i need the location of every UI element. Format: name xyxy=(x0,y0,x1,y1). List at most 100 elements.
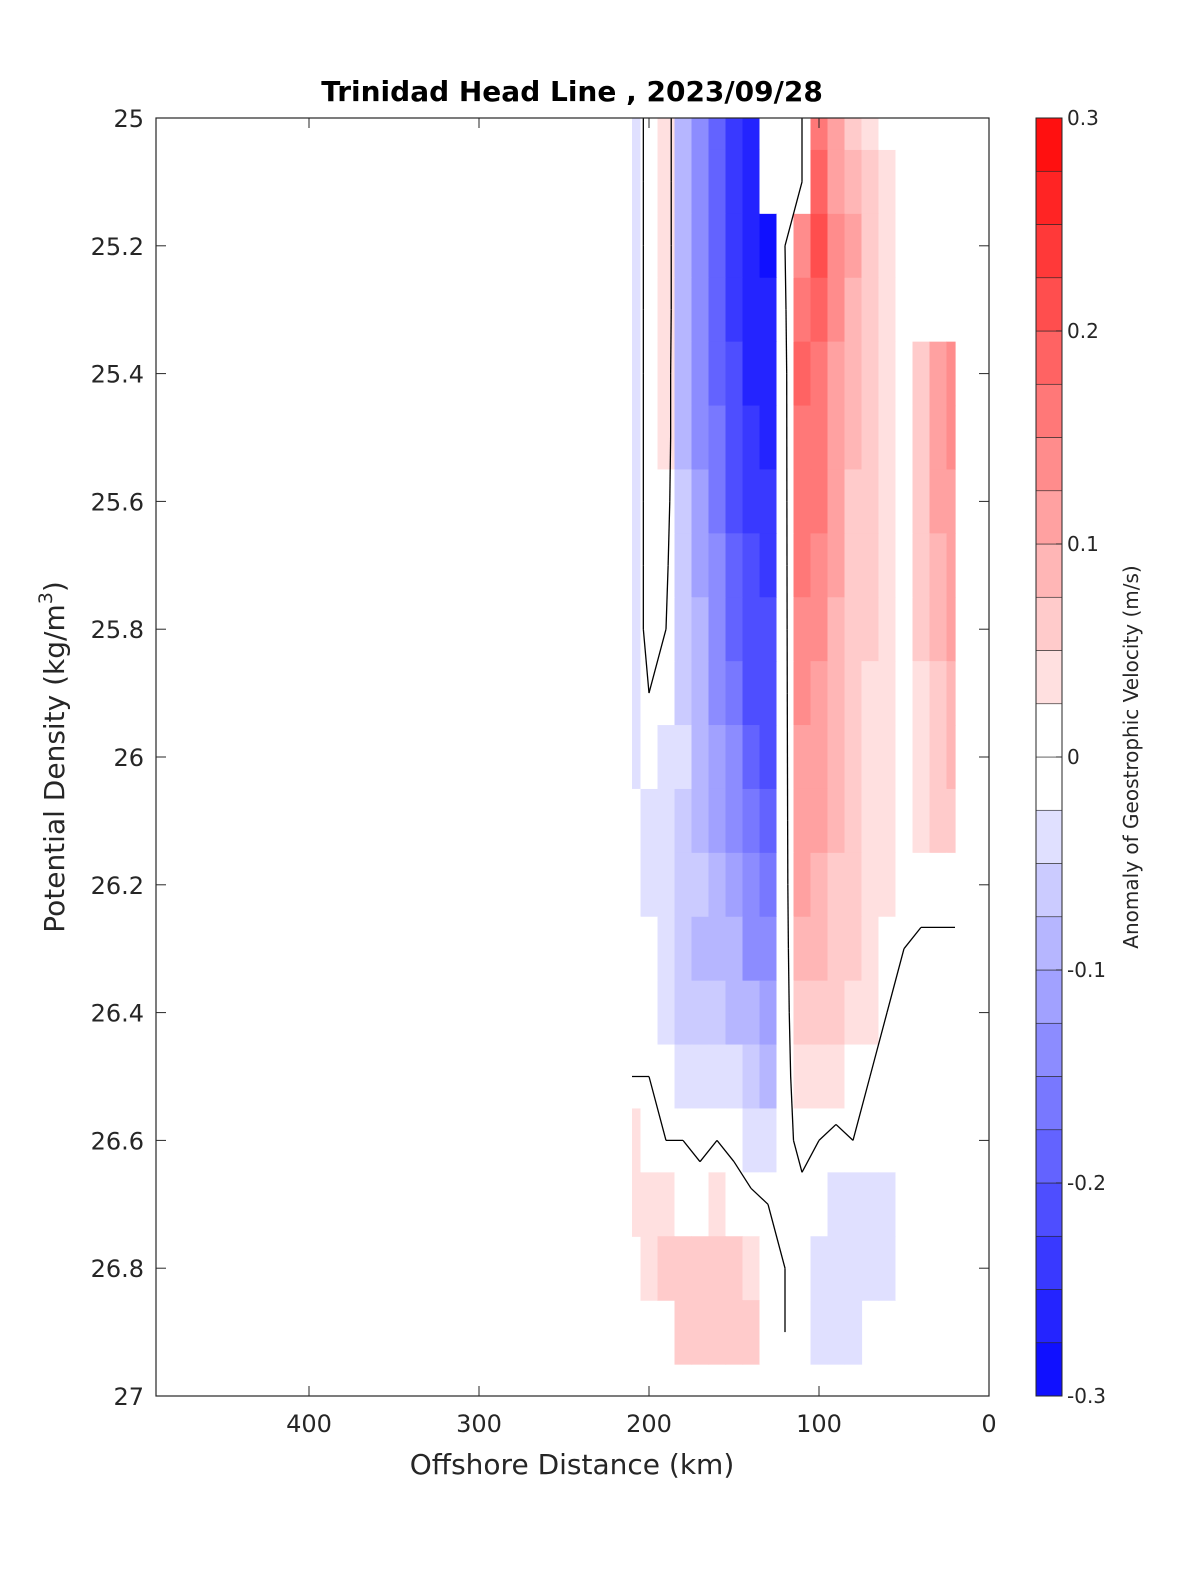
velocity-cell xyxy=(692,469,710,534)
velocity-cell xyxy=(760,725,778,790)
velocity-cell xyxy=(675,150,693,215)
y-tick-label: 27 xyxy=(113,1383,144,1411)
velocity-cell xyxy=(845,1236,863,1301)
velocity-cell xyxy=(811,597,829,662)
velocity-cell xyxy=(760,533,778,598)
velocity-cell xyxy=(794,1108,812,1173)
velocity-cell xyxy=(947,469,956,534)
velocity-cell xyxy=(658,1045,676,1110)
colorbar-step xyxy=(1036,970,1062,1023)
velocity-cell xyxy=(811,853,829,918)
velocity-cell xyxy=(947,917,956,982)
velocity-cell xyxy=(726,661,744,726)
velocity-cell xyxy=(692,1108,710,1173)
velocity-cell xyxy=(862,1108,880,1173)
velocity-cell xyxy=(896,789,914,854)
velocity-cell xyxy=(692,917,710,982)
velocity-cell xyxy=(913,1172,931,1237)
zero-contour-segment xyxy=(786,310,787,374)
x-tick-label: 200 xyxy=(626,1410,672,1438)
velocity-cell xyxy=(658,214,676,279)
velocity-cell xyxy=(879,150,897,215)
velocity-cell xyxy=(726,469,744,534)
velocity-cell xyxy=(777,981,795,1046)
zero-contour-segment xyxy=(671,310,672,374)
velocity-cell xyxy=(743,1045,761,1110)
velocity-cell xyxy=(930,406,948,471)
velocity-cell xyxy=(675,214,693,279)
colorbar-step xyxy=(1036,651,1062,704)
velocity-cell xyxy=(913,661,931,726)
y-axis-label-sup: 3 xyxy=(35,592,57,604)
velocity-cell xyxy=(862,469,880,534)
velocity-cell xyxy=(845,214,863,279)
colorbar-step xyxy=(1036,384,1062,437)
velocity-cell xyxy=(658,533,676,598)
velocity-cell xyxy=(632,789,641,854)
velocity-cell xyxy=(828,725,846,790)
velocity-cell xyxy=(845,725,863,790)
velocity-cell xyxy=(692,853,710,918)
velocity-cell xyxy=(913,469,931,534)
velocity-cell xyxy=(879,853,897,918)
velocity-cell xyxy=(811,278,829,343)
velocity-cell xyxy=(675,406,693,471)
velocity-cell xyxy=(896,469,914,534)
velocity-cell xyxy=(658,981,676,1046)
velocity-cell xyxy=(760,150,778,215)
velocity-cell xyxy=(760,597,778,662)
velocity-cell xyxy=(811,1045,829,1110)
velocity-cell xyxy=(777,118,795,151)
velocity-cell xyxy=(726,1172,744,1237)
velocity-cell xyxy=(692,1236,710,1301)
velocity-cell xyxy=(675,118,693,151)
velocity-field xyxy=(632,118,956,1365)
x-tick-label: 400 xyxy=(286,1410,332,1438)
velocity-cell xyxy=(777,917,795,982)
velocity-cell xyxy=(845,661,863,726)
velocity-cell xyxy=(632,853,641,918)
velocity-cell xyxy=(828,1300,846,1365)
velocity-cell xyxy=(692,533,710,598)
velocity-cell xyxy=(845,981,863,1046)
velocity-cell xyxy=(709,150,727,215)
velocity-cell xyxy=(726,118,744,151)
velocity-cell xyxy=(726,597,744,662)
velocity-cell xyxy=(947,1108,956,1173)
velocity-cell xyxy=(811,661,829,726)
velocity-cell xyxy=(862,406,880,471)
velocity-cell xyxy=(811,1236,829,1301)
velocity-cell xyxy=(658,725,676,790)
velocity-cell xyxy=(828,118,846,151)
velocity-cell xyxy=(828,406,846,471)
zero-contour-segment xyxy=(788,885,789,949)
colorbar-step xyxy=(1036,1290,1062,1343)
velocity-cell xyxy=(709,118,727,151)
x-tick-label: 100 xyxy=(796,1410,842,1438)
velocity-cell xyxy=(794,278,812,343)
velocity-cell xyxy=(743,1236,761,1301)
velocity-cell xyxy=(828,661,846,726)
velocity-cell xyxy=(726,214,744,279)
velocity-cell xyxy=(760,118,778,151)
velocity-cell xyxy=(811,789,829,854)
velocity-cell xyxy=(913,1045,931,1110)
y-tick-label: 26 xyxy=(113,744,144,772)
velocity-cell xyxy=(743,214,761,279)
velocity-cell xyxy=(632,278,641,343)
velocity-cell xyxy=(845,917,863,982)
velocity-cell xyxy=(862,278,880,343)
velocity-cell xyxy=(675,981,693,1046)
velocity-cell xyxy=(811,533,829,598)
velocity-cell xyxy=(675,917,693,982)
velocity-cell xyxy=(811,1172,829,1237)
velocity-cell xyxy=(726,1236,744,1301)
velocity-cell xyxy=(947,789,956,854)
velocity-cell xyxy=(658,342,676,407)
velocity-cell xyxy=(726,1045,744,1110)
velocity-cell xyxy=(896,1236,914,1301)
velocity-cell xyxy=(632,661,641,726)
velocity-cell xyxy=(743,278,761,343)
velocity-cell xyxy=(828,533,846,598)
